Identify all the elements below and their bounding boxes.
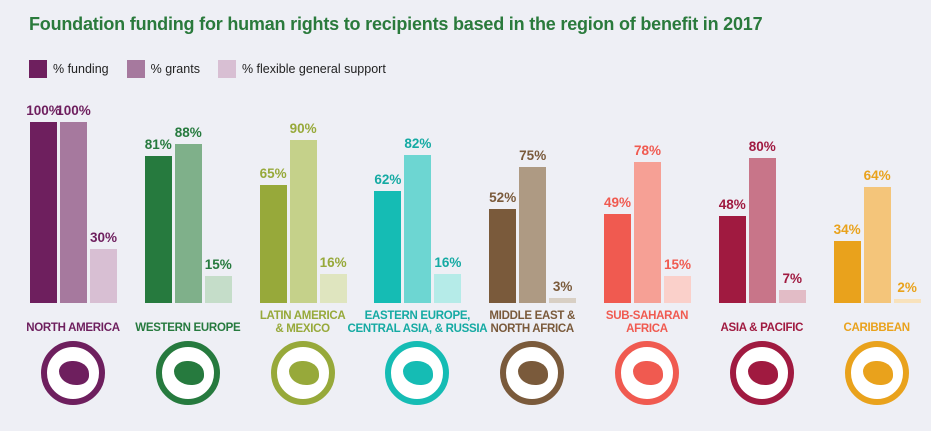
data-label: 3% — [552, 278, 573, 294]
europe-map-icon — [155, 341, 220, 405]
legend-swatch — [217, 60, 236, 78]
legend-item-flexible: % flexible general support — [217, 60, 386, 78]
bar — [259, 185, 287, 303]
legend: % funding % grants % flexible general su… — [29, 60, 386, 78]
category-label-line: SUB-SAHARAN — [605, 310, 689, 322]
bar — [174, 143, 202, 303]
data-label: 49% — [603, 195, 632, 211]
eurasia-map-icon — [385, 341, 450, 405]
category-label-line: EASTERN EUROPE, — [364, 310, 471, 322]
category-label-line: WESTERN EUROPE — [135, 322, 241, 334]
bar — [634, 161, 661, 303]
category-label-line: & MEXICO — [275, 323, 330, 335]
legend-swatch — [29, 60, 47, 78]
category-label: MIDDLE EAST & NORTH AFRICA — [478, 310, 586, 336]
bar — [863, 187, 891, 303]
legend-item-funding: % funding — [29, 60, 109, 78]
map-shape — [862, 361, 893, 385]
category-label: CARIBBEAN — [823, 322, 931, 335]
map-shape — [403, 361, 434, 385]
chart-title: Foundation funding for human rights to r… — [29, 14, 763, 34]
data-label: 100% — [26, 103, 61, 118]
bar — [604, 214, 631, 303]
category-label: LATIN AMERICA & MEXICO — [249, 310, 357, 336]
bar — [748, 158, 776, 303]
legend-label: % funding — [53, 62, 109, 76]
data-label: 90% — [289, 121, 317, 137]
bar — [374, 190, 402, 303]
category-label-line: LATIN AMERICA — [259, 310, 346, 322]
data-label: 65% — [259, 166, 287, 182]
data-label: 82% — [404, 135, 432, 151]
bar — [289, 140, 317, 303]
data-label: 15% — [204, 256, 232, 272]
data-label: 16% — [319, 255, 347, 271]
caribbean-map-icon — [844, 341, 909, 405]
data-label: 30% — [89, 229, 118, 245]
category-label-line: CENTRAL ASIA, & RUSSIA — [347, 323, 488, 335]
data-label: 52% — [489, 189, 517, 205]
data-label: 2% — [897, 280, 917, 295]
bar — [30, 122, 57, 303]
legend-label: % flexible general support — [241, 62, 386, 76]
map-shape — [633, 361, 663, 385]
bar — [204, 275, 232, 303]
bar — [549, 297, 577, 303]
bar — [489, 208, 517, 303]
bar — [893, 299, 921, 303]
bar — [519, 167, 547, 303]
category-label-line: ASIA & PACIFIC — [720, 322, 804, 334]
category-label: WESTERN EUROPE — [134, 322, 242, 335]
data-label: 100% — [56, 103, 91, 118]
bar — [144, 156, 172, 303]
south-america-map-icon — [270, 341, 335, 405]
category-label-line: MIDDLE EAST & — [489, 310, 575, 322]
legend-item-grants: % grants — [126, 60, 200, 78]
data-label: 80% — [748, 139, 776, 155]
data-label: 78% — [633, 142, 662, 158]
legend-label: % grants — [150, 62, 200, 76]
category-label: EASTERN EUROPE, CENTRAL ASIA, & RUSSIA — [347, 310, 488, 336]
category-label: ASIA & PACIFIC — [708, 322, 816, 335]
data-label: 88% — [174, 124, 202, 140]
bar — [90, 248, 117, 303]
category-label-line: AFRICA — [626, 323, 668, 335]
data-label: 16% — [434, 255, 462, 271]
map-shape — [747, 361, 778, 385]
data-label: 75% — [519, 148, 547, 164]
data-label: 64% — [863, 168, 891, 184]
data-label: 7% — [782, 271, 803, 287]
data-label: 81% — [144, 137, 172, 153]
bar — [404, 154, 432, 303]
bar — [434, 274, 462, 303]
middle-east-map-icon — [500, 341, 565, 405]
map-shape — [288, 361, 319, 385]
data-label: 15% — [663, 256, 692, 272]
category-label-line: CARIBBEAN — [843, 322, 910, 334]
bar — [718, 216, 746, 303]
bar — [778, 290, 806, 303]
legend-swatch — [126, 60, 145, 78]
data-label: 62% — [374, 171, 402, 187]
data-label: 48% — [718, 197, 746, 213]
bar — [60, 122, 87, 303]
map-shape — [173, 361, 204, 385]
bar — [664, 275, 691, 303]
north-america-map-icon — [41, 341, 105, 405]
asia-pacific-map-icon — [729, 341, 794, 405]
category-label: NORTH AMERICA — [19, 322, 127, 335]
africa-map-icon — [615, 341, 679, 405]
category-label-line: NORTH AFRICA — [490, 323, 574, 335]
bar — [319, 274, 347, 303]
map-shape — [518, 361, 549, 385]
data-label: 34% — [833, 222, 861, 238]
map-shape — [59, 361, 89, 385]
category-label-line: NORTH AMERICA — [26, 322, 120, 334]
category-label: SUB-SAHARAN AFRICA — [593, 310, 701, 336]
bar — [833, 241, 861, 303]
